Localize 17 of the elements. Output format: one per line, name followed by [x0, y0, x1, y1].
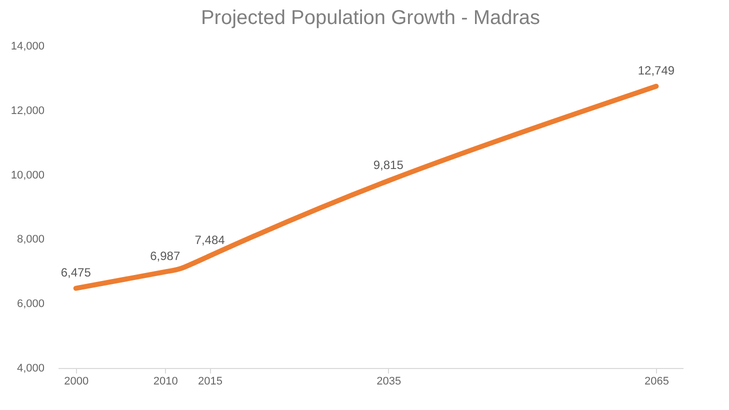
data-label: 6,987 [150, 248, 180, 263]
x-tick-label: 2035 [376, 376, 402, 388]
data-label: 9,815 [373, 158, 404, 172]
data-label: 12,749 [638, 63, 675, 78]
x-tick-label: 2015 [198, 376, 223, 388]
chart-title: Projected Population Growth - Madras [200, 7, 540, 29]
y-tick-label: 14,000 [10, 40, 44, 52]
y-tick-label: 8,000 [16, 234, 44, 246]
x-tick-label: 2010 [153, 376, 178, 388]
y-tick-label: 10,000 [10, 169, 44, 182]
x-tick-label: 2065 [644, 376, 669, 388]
x-tick-label: 2000 [64, 376, 89, 388]
data-label: 7,484 [194, 232, 226, 247]
y-tick-label: 6,000 [16, 298, 44, 310]
y-tick-label: 12,000 [10, 104, 44, 117]
y-tick-label: 4,000 [16, 362, 44, 374]
data-label: 6,475 [60, 265, 92, 280]
